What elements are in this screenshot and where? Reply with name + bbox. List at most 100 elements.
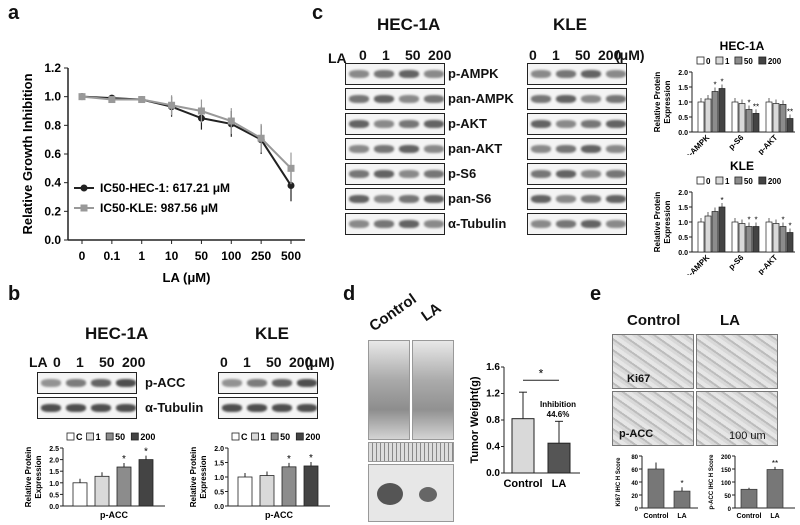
e1-y-tick-label: 0 [635, 507, 639, 513]
blot-strip-p-ampk [345, 63, 445, 85]
d-y-tick-label: 0.8 [486, 415, 500, 426]
mouse-control-photo [368, 340, 410, 440]
c1-bar [765, 101, 773, 133]
blot-strip--tubulin [527, 213, 627, 235]
b2-y-tick-label: 1.5 [214, 461, 224, 468]
ihc-pacc-la: 100 um [696, 391, 778, 446]
c1-legend-swatch [734, 56, 743, 65]
b1-x-label: p-ACC [100, 510, 128, 520]
b2-significance: * [287, 454, 291, 465]
b1-y-tick-label: 0.0 [49, 504, 59, 511]
c1-bar [731, 101, 739, 133]
blot-row-label: p-ACC [145, 375, 186, 390]
b-hec-title: HEC-1A [85, 324, 149, 343]
b2-legend-swatch [295, 432, 304, 441]
dose-label: 1 [552, 47, 560, 63]
e1-bar [673, 490, 691, 509]
blot-band [374, 195, 394, 203]
b1-legend-swatch [130, 432, 139, 441]
a-y-tick-label: 0.2 [44, 204, 61, 218]
blot-band [424, 120, 444, 128]
blot-band [606, 95, 626, 103]
c2-legend-swatch [758, 176, 767, 185]
b1-y-axis-label-2: Expression [34, 455, 43, 498]
a-x-axis-label: LA (μM) [163, 270, 211, 285]
dose-label: 200 [598, 47, 622, 63]
panel-label-a: a [8, 2, 20, 24]
d-la-label: LA [418, 299, 445, 325]
dose-label: 1 [76, 354, 84, 370]
c1-bar [711, 91, 719, 133]
e1-y-tick-label: 20 [631, 494, 638, 500]
b1-y-tick-label: 2.0 [49, 458, 59, 465]
e2-x-tick-label: LA [770, 513, 779, 520]
blot-band [606, 220, 626, 228]
blot-band [41, 404, 61, 412]
b2-y-axis-label-2: Expression [199, 455, 208, 498]
d-significance: * [539, 366, 544, 380]
blot-band [374, 170, 394, 178]
blot-band [349, 70, 369, 78]
c2-y-axis-label-2: Expression [663, 200, 672, 243]
c1-x-tick-label: p-S6 [727, 133, 746, 152]
c1-bar [745, 109, 753, 133]
a-y-tick-label: 0.8 [44, 118, 61, 132]
a-x-tick-label: 50 [195, 249, 209, 263]
b1-bar [138, 459, 154, 507]
b-hec-bar-chart: 0.0 0.5 1.0 1.5 2.0 2.5 C 1 50 200 * * p-ACC Relative… [24, 432, 165, 520]
c2-y-tick-label: 0.0 [678, 250, 688, 257]
blot-band [399, 95, 419, 103]
blot-band [374, 220, 394, 228]
blot-band [222, 404, 242, 412]
c1-legend-label: 1 [725, 57, 730, 66]
panel-label-b: b [8, 283, 21, 305]
a-legend-marker [80, 204, 88, 212]
b1-y-tick-label: 1.5 [49, 469, 59, 476]
panel-e-ihc: Control LA Ki67 p-ACC 100 um [612, 312, 797, 447]
c2-legend-swatch [696, 176, 705, 185]
c-la-label: LA [328, 50, 347, 66]
c2-significance: * [754, 216, 757, 225]
blot-band [297, 379, 317, 387]
e1-x-tick-label: Control [644, 513, 669, 520]
blot-band [374, 95, 394, 103]
a-legend-marker [80, 184, 88, 192]
a-series-line [81, 95, 292, 170]
blot-band [247, 379, 267, 387]
c2-legend-label: 50 [744, 177, 753, 186]
blot-band [556, 145, 576, 153]
b2-x-label: p-ACC [265, 510, 293, 520]
b1-significance: * [122, 454, 126, 465]
b1-y-tick-label: 1.0 [49, 481, 59, 488]
c1-x-tick-label: p-AKT [756, 133, 779, 155]
panel-d-photos: Control LA [366, 290, 468, 525]
blot-band [556, 120, 576, 128]
blot-band [247, 404, 267, 412]
c2-title: KLE [730, 160, 754, 173]
blot-strip-pan-s6 [527, 188, 627, 210]
b2-y-axis-label: Relative Protein [189, 447, 198, 508]
b2-legend-label: 200 [305, 432, 320, 442]
blot-band [531, 120, 551, 128]
dose-label: 50 [405, 47, 421, 63]
c2-bar [718, 206, 726, 253]
c1-y-tick-label: 0.0 [678, 130, 688, 137]
blot-band [66, 379, 86, 387]
d-annotation: Inhibition [540, 400, 576, 409]
blot-band [606, 70, 626, 78]
a-y-tick-label: 0.0 [44, 233, 61, 247]
b1-legend-swatch [66, 432, 75, 441]
e1-y-tick-label: 40 [631, 481, 638, 487]
e1-y-tick-label: 60 [631, 468, 638, 474]
a-y-tick-label: 1.2 [44, 61, 61, 75]
b1-legend-label: 50 [115, 432, 125, 442]
e1-y-axis-label: Ki67 IHC H Score [616, 457, 622, 507]
blot-band [349, 195, 369, 203]
d-y-tick-label: 0.4 [486, 442, 500, 453]
c1-y-tick-label: 1.5 [678, 85, 688, 92]
c1-y-tick-label: 1.0 [678, 100, 688, 107]
a-y-tick-label: 1.0 [44, 90, 61, 104]
c-kle-title: KLE [553, 15, 587, 34]
b2-bar [259, 475, 275, 507]
blot-band [424, 95, 444, 103]
